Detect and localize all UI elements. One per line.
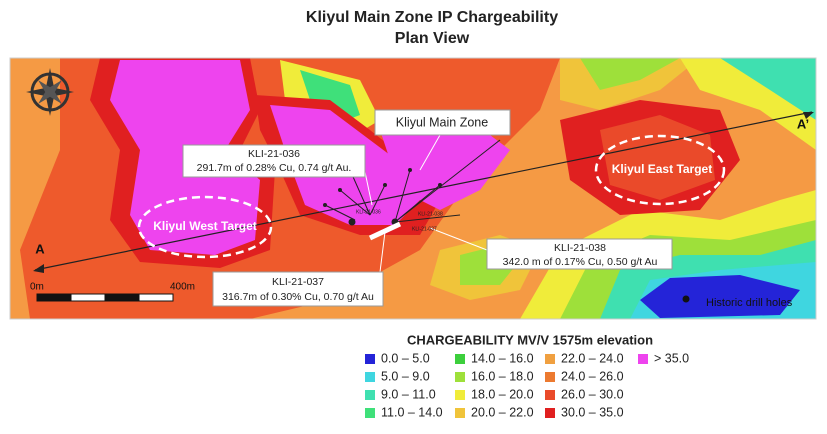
legend: CHARGEABILITY MV/V 1575m elevation 0.0 –… [365,332,689,419]
callout-hole: KLI-21-038 [554,242,606,254]
subtitle: Plan View [395,30,470,47]
legend-swatch [365,372,375,382]
legend-swatch [638,354,648,364]
legend-label: 5.0 – 9.0 [381,369,430,383]
legend-swatch [455,354,465,364]
drill-label: KLI-21-036 [356,209,381,215]
callout-hole: KLI-21-037 [272,276,324,288]
section-start: A [35,241,45,256]
legend-swatch [455,390,465,400]
legend-swatch [455,372,465,382]
legend-label: 0.0 – 5.0 [381,351,430,365]
legend-label: > 35.0 [654,351,689,365]
legend-label: 11.0 – 14.0 [381,405,443,419]
legend-swatch [365,390,375,400]
legend-label: 16.0 – 18.0 [471,369,534,383]
west-target: Kliyul West Target [153,219,257,233]
legend-swatch [545,372,555,382]
legend-label: 18.0 – 20.0 [471,387,534,401]
legend-swatch [545,390,555,400]
legend-label: 14.0 – 16.0 [471,351,534,365]
legend-label: 20.0 – 22.0 [471,405,534,419]
historic-label: Historic drill holes [706,297,793,309]
legend-label: 9.0 – 11.0 [381,387,436,401]
scale-start: 0m [30,282,44,293]
page: Kliyul Main Zone IP Chargeability Plan V… [0,0,827,434]
drill-label: KLI-21-037 [412,226,437,232]
legend-swatch [365,354,375,364]
section-end: A’ [797,116,809,131]
legend-swatch [545,408,555,418]
legend-swatch [365,408,375,418]
zone-label: Kliyul Main Zone [396,115,488,129]
legend-label: 26.0 – 30.0 [561,387,624,401]
legend-label: 30.0 – 35.0 [561,405,624,419]
legend-title: CHARGEABILITY MV/V 1575m elevation [407,332,653,347]
legend-label: 24.0 – 26.0 [561,369,624,383]
callout-text: 291.7m of 0.28% Cu, 0.74 g/t Au. [197,162,352,174]
legend-swatch [455,408,465,418]
legend-label: 22.0 – 24.0 [561,351,624,365]
scale-end: 400m [170,282,195,293]
east-target: Kliyul East Target [612,162,712,176]
callout-text: 342.0 m of 0.17% Cu, 0.50 g/t Au [503,256,658,268]
callout-hole: KLI-21-036 [248,148,300,160]
title: Kliyul Main Zone IP Chargeability [306,9,558,26]
legend-swatch [545,354,555,364]
callout-text: 316.7m of 0.30% Cu, 0.70 g/t Au [222,291,374,303]
drill-label: KLI-21-038 [418,211,443,217]
map: Kliyul West Target Kliyul East Target A … [10,58,816,319]
